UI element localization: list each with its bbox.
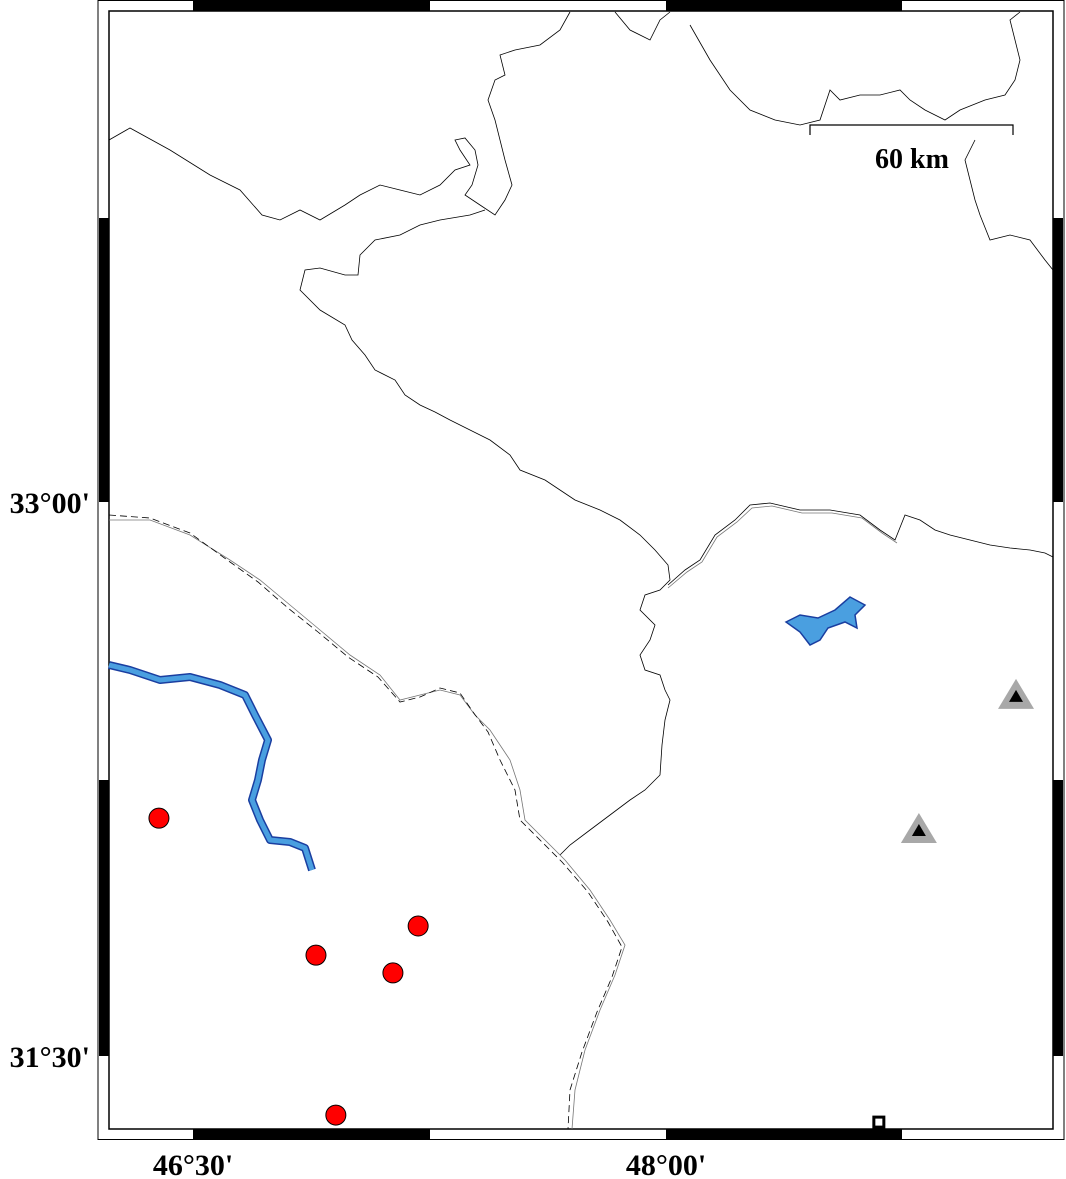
province-boundary-ne-b	[964, 139, 1054, 271]
province-boundary-east	[667, 502, 1054, 586]
event-circle	[407, 915, 429, 937]
event-circle	[382, 962, 404, 984]
province-boundary-north	[108, 11, 571, 221]
boundaries	[108, 11, 1054, 1130]
lon-label: 48°00'	[626, 1149, 706, 1179]
station-triangle-icon	[998, 678, 1035, 709]
province-boundary-east-b	[667, 505, 898, 589]
lat-label: 33°00'	[10, 487, 90, 520]
scale-bar: 60 km	[809, 124, 1014, 175]
border-dashed	[108, 514, 623, 1130]
province-boundary-ne	[614, 11, 1021, 126]
province-boundary-west	[299, 209, 671, 856]
lat-label: 31°30'	[10, 1041, 90, 1074]
event-circle	[148, 807, 170, 829]
scale-bar-label: 60 km	[875, 144, 949, 175]
water-features	[108, 596, 867, 872]
border-solid	[109, 519, 626, 1130]
square-marker	[872, 1115, 886, 1129]
markers	[148, 678, 1035, 1129]
river-fill	[108, 662, 315, 871]
lon-label: 46°30'	[153, 1149, 233, 1179]
event-circle	[305, 944, 327, 966]
lake	[784, 596, 867, 646]
axis-labels: 46°30' 48°00' 33°00' 31°30'	[10, 487, 707, 1179]
map-frame	[97, 0, 1065, 1140]
event-circle	[325, 1104, 347, 1126]
station-triangle-icon	[900, 812, 937, 843]
